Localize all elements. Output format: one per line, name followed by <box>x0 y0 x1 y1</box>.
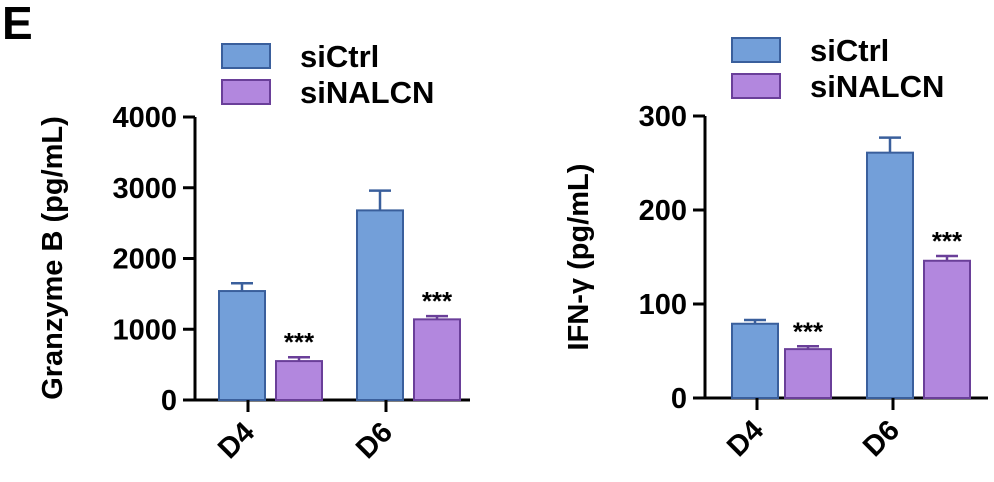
legend-label: siNALCN <box>810 69 944 104</box>
legend-label: siCtrl <box>300 39 379 74</box>
significance-label: *** <box>793 316 824 346</box>
bar-siCtrl-D6 <box>356 209 404 401</box>
bar-siNALCN-D4 <box>275 360 323 401</box>
bar-siCtrl-D4 <box>731 322 779 399</box>
x-tick-label: D4 <box>721 414 770 463</box>
y-tick-label: 300 <box>639 101 687 133</box>
y-tick-label: 4000 <box>112 102 177 134</box>
significance-label: *** <box>932 226 963 256</box>
bar-siNALCN-D6 <box>923 259 971 400</box>
legend-swatch-siCtrl <box>731 37 781 63</box>
legend-label: siCtrl <box>810 33 889 68</box>
y-tick-label: 0 <box>671 383 687 415</box>
legend-swatch-siNALCN <box>221 79 271 105</box>
significance-label: *** <box>422 286 453 316</box>
bar-siNALCN-D4 <box>784 348 832 399</box>
x-tick-label: D4 <box>212 416 261 465</box>
y-axis-label: IFN-γ (pg/mL) <box>563 164 595 351</box>
y-tick-label: 0 <box>161 385 177 417</box>
y-tick-label: 1000 <box>112 314 177 346</box>
x-tick-label: D6 <box>350 416 399 465</box>
bar-siCtrl-D4 <box>218 290 266 402</box>
bar-siNALCN-D6 <box>413 318 461 401</box>
bar-siCtrl-D6 <box>866 151 914 399</box>
chart-2: 0 100 200 300 IFN-γ (pg/mL) *** *** D4 D6 siCtrls… <box>563 33 988 463</box>
chart-1: 0 1000 2000 3000 4000 Granzyme B (pg/mL) *** **… <box>37 39 470 465</box>
legend-swatch-siCtrl <box>221 43 271 69</box>
y-tick-label: 100 <box>639 289 687 321</box>
y-tick-label: 2000 <box>112 244 177 276</box>
y-tick-label: 200 <box>639 195 687 227</box>
panel-label: E <box>2 0 33 49</box>
x-tick-label: D6 <box>857 414 906 463</box>
y-tick-label: 3000 <box>112 173 177 205</box>
legend-swatch-siNALCN <box>731 73 781 99</box>
legend-label: siNALCN <box>300 75 434 110</box>
significance-label: *** <box>284 327 315 357</box>
y-axis-label: Granzyme B (pg/mL) <box>37 116 69 400</box>
